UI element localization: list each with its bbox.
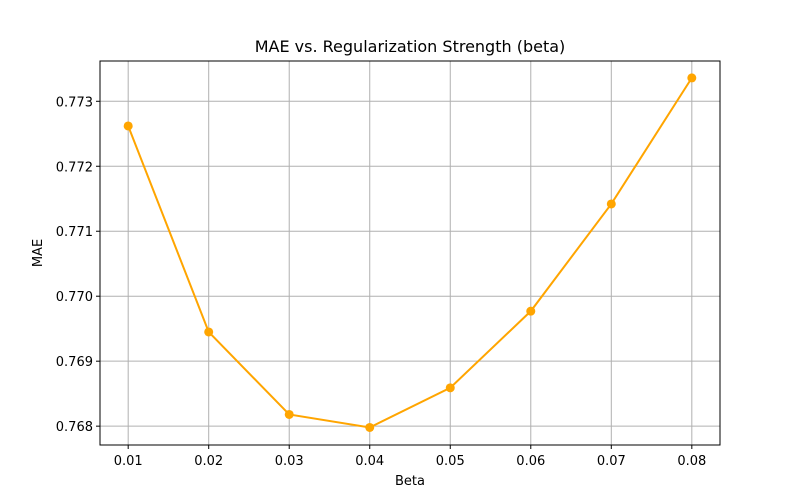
x-tick-label: 0.06 [516,454,545,469]
x-tick-label: 0.01 [114,454,143,469]
y-tick-label: 0.768 [56,420,93,435]
x-tick-label: 0.05 [436,454,465,469]
grid-lines [100,61,720,445]
data-series [123,73,697,432]
data-point [445,383,455,393]
plot-area-frame [99,60,721,446]
data-point [284,409,294,419]
y-tick-label: 0.769 [56,355,93,370]
data-point [204,327,214,337]
series-line [127,77,693,429]
x-axis-ticks: 0.01 0.02 0.03 0.04 0.05 0.06 0.07 0.08 [114,445,706,469]
x-axis-label: Beta [395,474,425,489]
y-tick-label: 0.770 [56,290,93,305]
data-point [687,73,697,83]
y-tick-label: 0.773 [56,95,93,110]
x-tick-label: 0.08 [677,454,706,469]
y-axis-ticks: 0.768 0.769 0.770 0.771 0.772 0.773 [56,95,100,435]
x-tick-label: 0.04 [355,454,384,469]
x-tick-label: 0.02 [194,454,223,469]
chart-title: MAE vs. Regularization Strength (beta) [255,37,566,56]
data-point [526,306,536,316]
y-tick-label: 0.771 [56,225,93,240]
y-tick-label: 0.772 [56,160,93,175]
y-axis-label: MAE [31,239,46,267]
data-point [123,121,133,131]
data-point [365,422,375,432]
x-tick-label: 0.07 [597,454,626,469]
data-point [606,199,616,209]
x-tick-label: 0.03 [275,454,304,469]
